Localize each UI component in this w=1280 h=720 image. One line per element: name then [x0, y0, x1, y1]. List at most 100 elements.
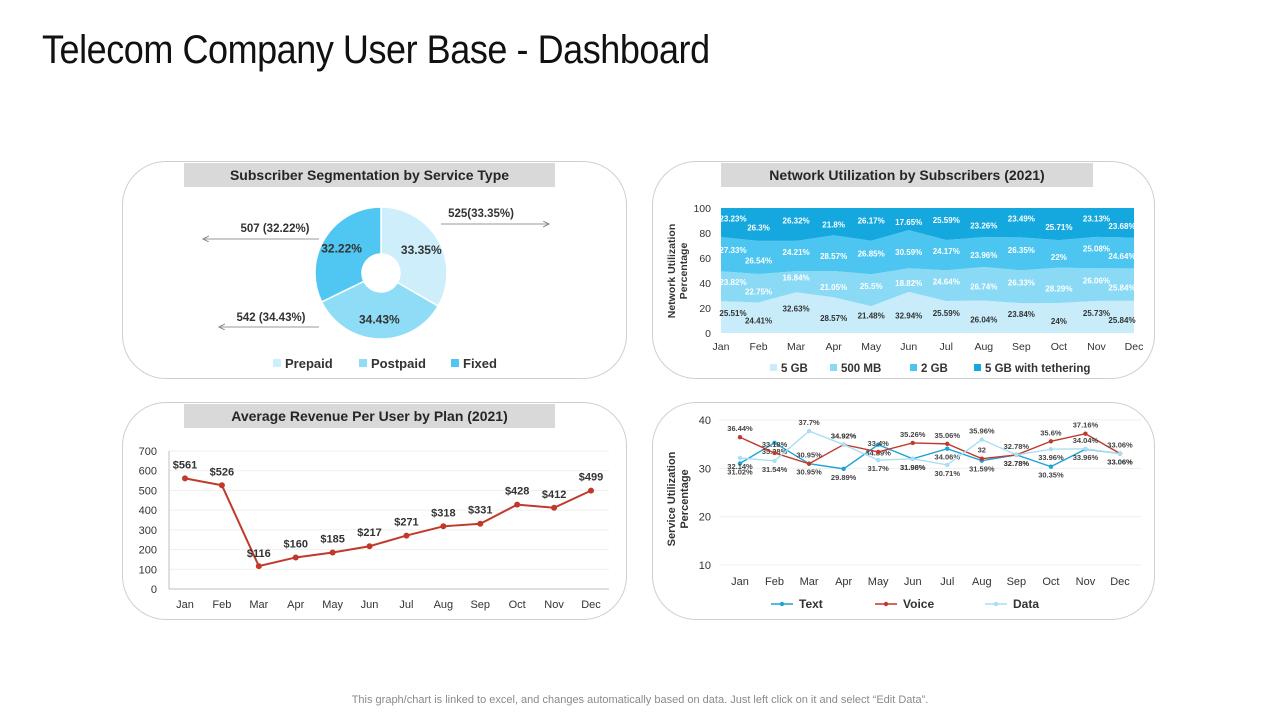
y-tick-label: 200: [139, 545, 157, 557]
arpu-data-label: $412: [542, 489, 566, 501]
legend-label-prepaid: Prepaid: [285, 356, 333, 371]
x-tick-label: Aug: [974, 341, 993, 353]
line-point-voice: [1083, 431, 1088, 436]
area-data-label: 25.08%: [1083, 245, 1110, 254]
arpu-point: [182, 475, 188, 482]
line-data-label: 29.89%: [831, 473, 857, 482]
line-data-label: 32.14%: [727, 462, 753, 471]
legend-label: 2 GB: [921, 363, 948, 375]
page-title: Telecom Company User Base - Dashboard: [42, 28, 710, 72]
line-data-label: 33.06%: [1107, 441, 1133, 450]
legend-swatch-prepaid: [273, 359, 281, 367]
x-tick-label: Jul: [940, 576, 954, 588]
arpu-data-label: $526: [210, 466, 234, 478]
arpu-data-label: $318: [431, 507, 455, 519]
line-point-text: [772, 440, 777, 446]
x-tick-label: Dec: [1110, 576, 1130, 588]
line-point-voice: [737, 435, 743, 440]
line-data-label: 37.16%: [1073, 421, 1099, 430]
y-tick-label: 30: [699, 463, 711, 475]
area-data-label: 25.5%: [860, 282, 883, 291]
footer-note: This graph/chart is linked to excel, and…: [351, 694, 929, 706]
arpu-point: [366, 543, 373, 550]
area-data-label: 25.51%: [719, 309, 746, 318]
segmentation-title: Subscriber Segmentation by Service Type: [184, 163, 555, 187]
line-point-voice: [1048, 439, 1054, 444]
area-data-label: 24.64%: [933, 278, 960, 287]
arpu-point: [588, 487, 594, 494]
x-tick-label: Jun: [904, 576, 922, 588]
pie-percent-label: 34.43%: [359, 312, 400, 326]
line-series-text: [739, 441, 1121, 470]
x-tick-label: Jan: [176, 599, 194, 611]
legend-swatch: [910, 364, 917, 371]
y-tick-label: 600: [139, 466, 157, 478]
x-tick-label: Mar: [249, 599, 268, 611]
area-data-label: 26.3%: [747, 223, 770, 232]
arpu-point: [292, 554, 299, 561]
area-data-label: 24.41%: [745, 317, 772, 326]
line-data-label: 35.96%: [969, 427, 995, 436]
arpu-point: [255, 563, 262, 570]
area-data-label: 25.71%: [1045, 223, 1072, 232]
line-data-label: 33.4%: [868, 439, 890, 448]
x-tick-label: Feb: [212, 599, 231, 611]
area-data-label: 24.17%: [933, 247, 960, 256]
line-data-label: 31.96%: [900, 463, 926, 472]
x-tick-label: Dec: [581, 599, 601, 611]
line-point-data: [737, 455, 743, 461]
area-data-label: 21.8%: [822, 221, 845, 230]
service-line-chart[interactable]: 1020304031.02%35.28%30.95%29.89%34.89%31…: [653, 403, 1154, 619]
y-tick-label: 100: [693, 203, 711, 215]
x-tick-label: Feb: [749, 341, 767, 353]
line-data-label: 33.96%: [1073, 453, 1099, 462]
line-point-data: [772, 458, 777, 464]
arpu-data-label: $116: [247, 548, 271, 560]
area-data-label: 25.84%: [1108, 316, 1135, 325]
area-data-label: 26.35%: [1008, 246, 1035, 255]
line-point-voice: [772, 450, 777, 456]
legend-label: Data: [1013, 597, 1039, 611]
line-point-data: [1117, 451, 1123, 456]
line-data-label: 34.92%: [831, 432, 857, 441]
area-data-label: 24%: [1051, 317, 1067, 326]
segmentation-pie-chart[interactable]: 33.35% 34.43% 32.22% 525(33.35%) 542 (34.43%…: [123, 162, 626, 378]
line-point-text: [737, 461, 743, 466]
y-axis-title-group: Network Utilization Percentage: [666, 224, 690, 319]
area-data-label: 23.96%: [970, 251, 997, 260]
line-point-voice: [945, 441, 950, 447]
y-tick-label: 40: [699, 278, 711, 290]
network-area-chart[interactable]: 0 20 40 60 80 100 25.51%24.41% 32.63% 28.57% 21.4…: [653, 162, 1154, 378]
line-point-text: [875, 442, 881, 447]
line-data-label: 32.78%: [1004, 459, 1030, 468]
arpu-title: Average Revenue Per User by Plan (2021): [184, 404, 555, 428]
x-tick-label: May: [861, 341, 882, 353]
line-point-text: [841, 466, 846, 472]
area-data-label: 23.82%: [719, 278, 746, 287]
x-tick-label: Oct: [1051, 341, 1067, 353]
legend-label: Voice: [903, 597, 934, 611]
line-point-voice: [806, 461, 812, 466]
area-data-label: 25.84%: [1108, 284, 1135, 293]
arpu-line-chart[interactable]: 0 100 200 300 400 500 600 700 $561 $526 $116 $160 $1…: [123, 403, 626, 619]
legend-swatch: [770, 364, 777, 371]
line-point-data: [1014, 452, 1019, 458]
network-panel: Network Utilization by Subscribers (2021…: [652, 161, 1155, 379]
arpu-point: [329, 549, 336, 556]
area-data-label: 23.49%: [1008, 215, 1035, 224]
arpu-data-label: $428: [505, 486, 529, 498]
x-tick-label: Aug: [434, 599, 454, 611]
legend-label: Text: [799, 597, 823, 611]
area-data-label: 27.33%: [719, 246, 746, 255]
arpu-point: [551, 504, 558, 511]
area-data-label: 21.05%: [820, 283, 847, 292]
y-tick-label: 500: [139, 485, 157, 497]
callout-fixed: 507 (32.22%): [240, 223, 309, 235]
x-tick-label: Jun: [361, 599, 379, 611]
line-point-text: [1048, 464, 1054, 469]
area-series-3: [721, 230, 1134, 275]
x-tick-label: Dec: [1125, 341, 1144, 353]
arpu-line: [184, 477, 592, 568]
y-tick-label: 40: [699, 415, 711, 427]
x-tick-label: Jul: [399, 599, 413, 611]
